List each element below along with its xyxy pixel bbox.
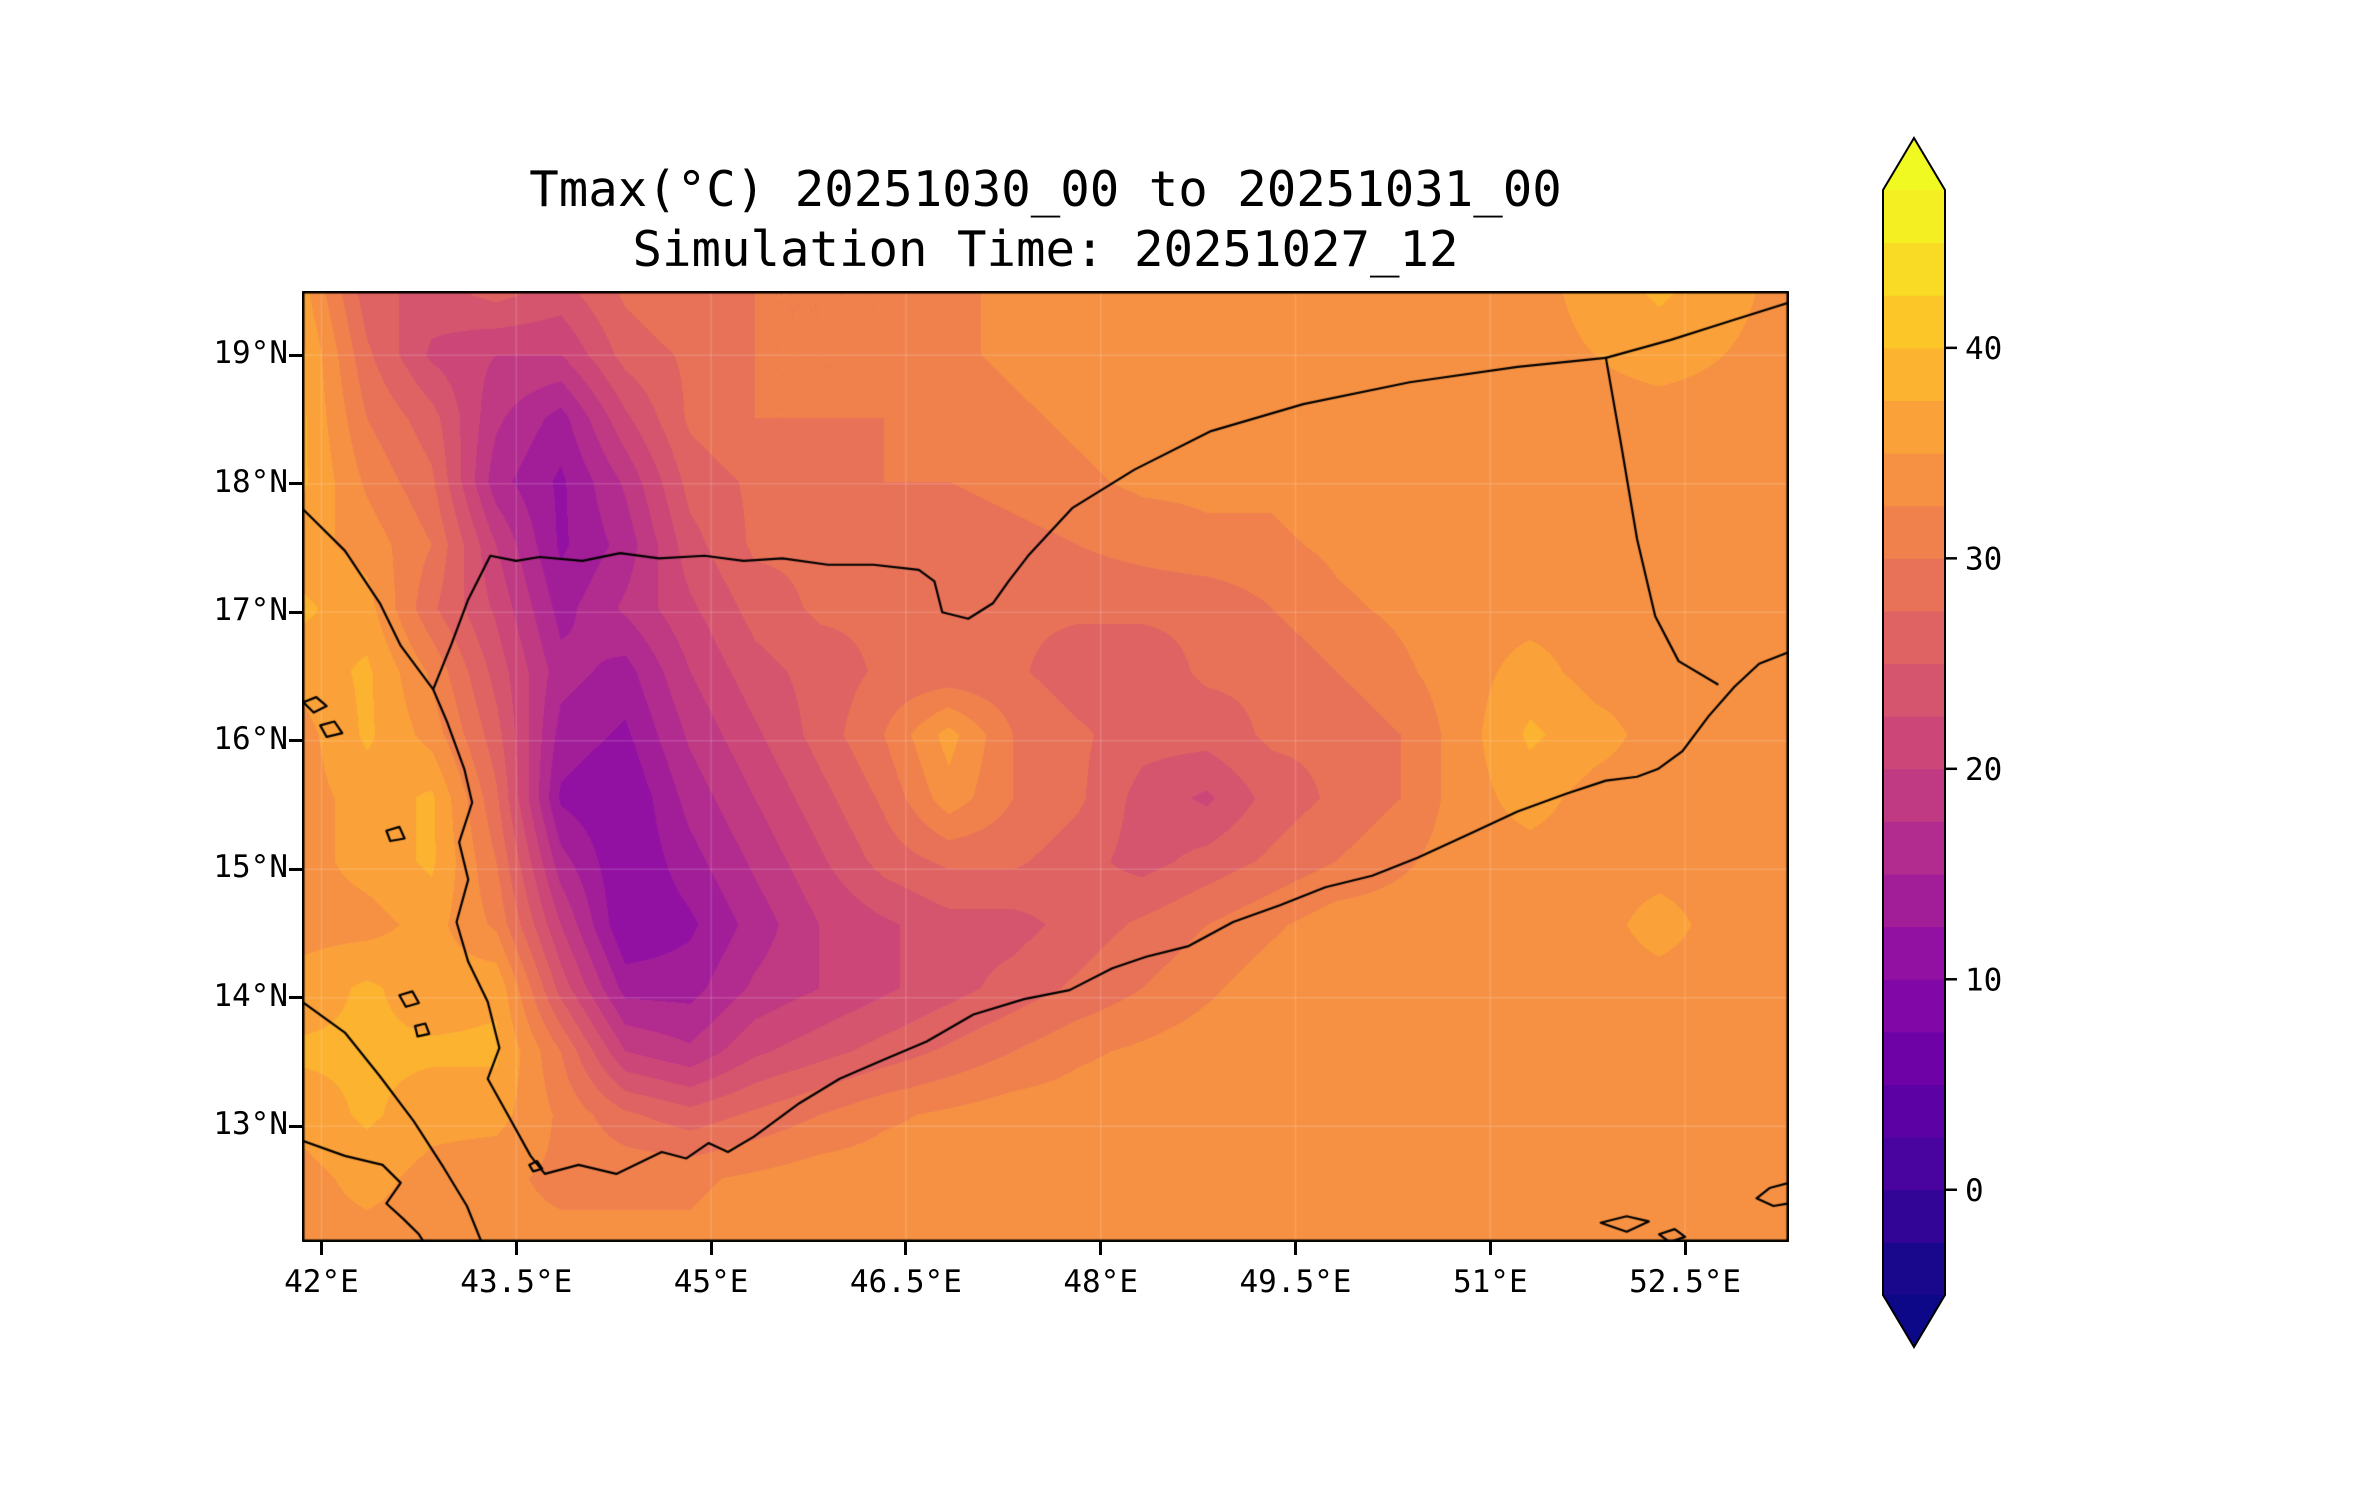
colorbar-band [1883, 399, 1945, 454]
colorbar-tick-label: 40 [1965, 331, 2002, 367]
colorbar-extend-min-arrow [1883, 1295, 1945, 1347]
colorbar-band [1883, 1031, 1945, 1086]
colorbar-band [1883, 715, 1945, 770]
x-axis-tick [1099, 1242, 1103, 1255]
x-axis-tick [319, 1242, 323, 1255]
colorbar-band [1883, 820, 1945, 875]
x-tick-label: 48°E [1063, 1264, 1139, 1300]
x-tick-label: 45°E [673, 1264, 749, 1300]
x-axis-tick [1488, 1242, 1492, 1255]
colorbar-tick-label: 10 [1965, 962, 2002, 998]
y-tick-label: 16°N [213, 720, 288, 757]
x-axis-tick [514, 1242, 518, 1255]
colorbar-tick-label: 30 [1965, 541, 2002, 577]
y-tick-label: 14°N [213, 977, 288, 1014]
y-tick-label: 15°N [213, 849, 288, 886]
y-tick-label: 18°N [213, 463, 288, 500]
colorbar-band [1883, 1241, 1945, 1296]
colorbar-band [1883, 768, 1945, 822]
x-tick-label: 51°E [1452, 1264, 1528, 1300]
x-tick-label: 43.5°E [460, 1264, 573, 1300]
x-tick-label: 49.5°E [1239, 1264, 1352, 1300]
colorbar-band [1883, 1084, 1945, 1138]
y-tick-label: 13°N [213, 1106, 288, 1143]
colorbar-band [1883, 557, 1945, 612]
map-canvas [302, 291, 1789, 1242]
colorbar-band [1883, 452, 1945, 507]
colorbar-band [1883, 1136, 1945, 1191]
x-axis-tick [1293, 1242, 1297, 1255]
colorbar-band [1883, 294, 1945, 349]
y-axis-tick [289, 739, 302, 743]
colorbar-outline [1882, 136, 1946, 1349]
colorbar-band [1883, 978, 1945, 1033]
x-tick-label: 46.5°E [849, 1264, 962, 1300]
colorbar-band [1883, 926, 1945, 980]
colorbar-band [1883, 1189, 1945, 1243]
y-axis-tick [289, 867, 302, 871]
colorbar-band [1883, 505, 1945, 559]
x-tick-label: 52.5°E [1629, 1264, 1742, 1300]
colorbar-band [1883, 873, 1945, 928]
x-tick-label: 42°E [284, 1264, 359, 1300]
x-axis-tick [1683, 1242, 1687, 1255]
y-tick-label: 17°N [213, 592, 288, 629]
y-axis-tick [289, 353, 302, 357]
y-axis-tick [289, 610, 302, 614]
colorbar-band [1883, 242, 1945, 296]
y-axis-tick [289, 1124, 302, 1128]
y-tick-label: 19°N [213, 335, 288, 372]
x-axis-tick [709, 1242, 713, 1255]
colorbar-tick-label: 20 [1965, 752, 2002, 788]
colorbar-band [1883, 347, 1945, 401]
colorbar-extend-max-arrow [1883, 138, 1945, 190]
y-axis-tick [289, 996, 302, 1000]
plot-title: Tmax(°C) 20251030_00 to 20251031_00 [529, 161, 1562, 218]
colorbar-band [1883, 610, 1945, 665]
colorbar-tick-label: 0 [1965, 1173, 1984, 1209]
colorbar-band [1883, 189, 1945, 244]
x-axis-tick [904, 1242, 908, 1255]
plot-subtitle: Simulation Time: 20251027_12 [632, 221, 1459, 278]
y-axis-tick [289, 482, 302, 486]
colorbar-band [1883, 663, 1945, 717]
title-block: Tmax(°C) 20251030_00 to 20251031_00 Simu… [302, 160, 1789, 280]
